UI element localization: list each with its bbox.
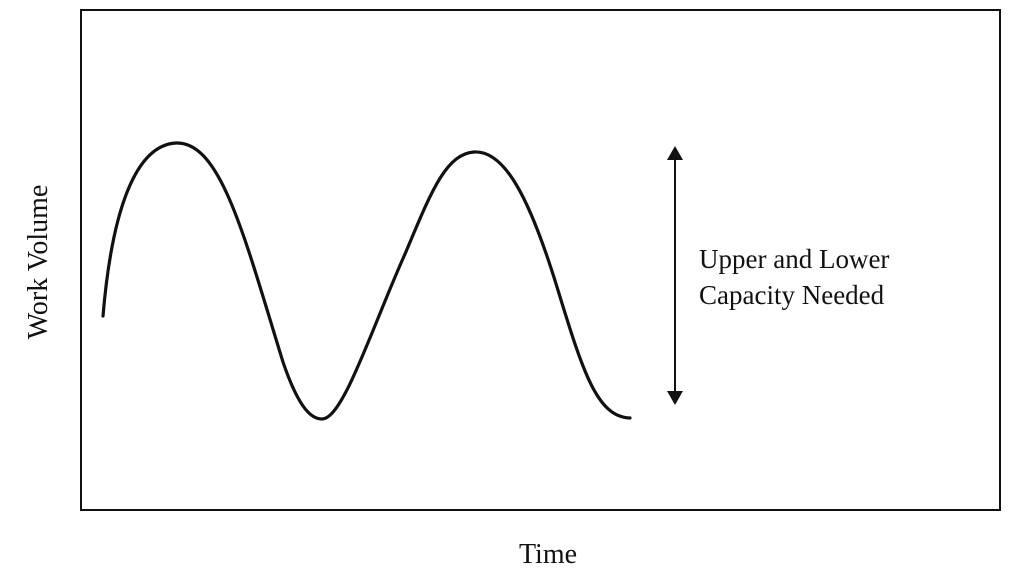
y-axis-label: Work Volume — [23, 185, 54, 340]
capacity-annotation-line-1: Upper and Lower — [699, 244, 889, 274]
capacity-annotation-line-2: Capacity Needed — [699, 280, 885, 310]
work-volume-wave-line — [101, 141, 632, 421]
capacity-range-arrow-down-icon — [667, 391, 683, 405]
chart-frame — [80, 9, 1001, 511]
capacity-range-arrow-up-icon — [667, 146, 683, 160]
x-axis-label: Time — [519, 539, 577, 570]
